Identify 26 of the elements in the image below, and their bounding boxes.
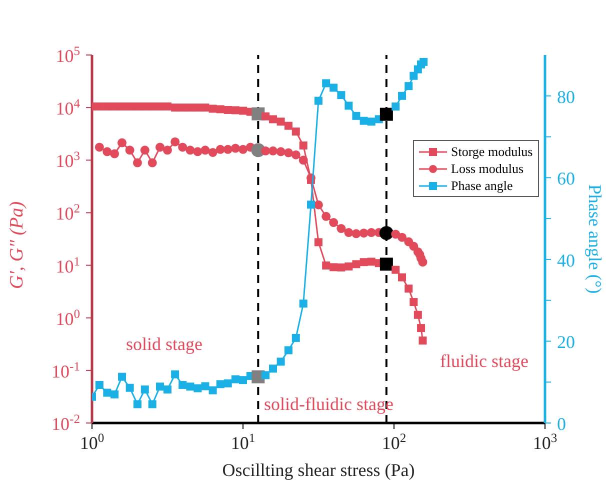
y2-tick-label: 20 xyxy=(557,332,575,352)
x-axis-title: Oscillting shear stress (Pa) xyxy=(222,460,415,480)
x-tick-label: 10$^{2}$ xyxy=(382,431,406,453)
y2-tick-label: 80 xyxy=(557,86,575,107)
x-tick-label: 10$^{0}$ xyxy=(80,431,104,453)
y-tick-label: 10$^{4}$ xyxy=(56,96,81,119)
y-tick-label: 10$^{3}$ xyxy=(56,149,80,172)
y-tick-label: 10$^{-2}$ xyxy=(52,412,80,434)
y-tick-label: 10$^{2}$ xyxy=(56,202,80,224)
annotation: fluidic stage xyxy=(440,351,528,372)
y-tick-label: 10$^{1}$ xyxy=(56,254,80,276)
y-axis-title: G′, G″ (Pa) xyxy=(6,201,28,289)
y2-tick-label: 0 xyxy=(557,414,566,434)
x-tick-label: 10$^{3}$ xyxy=(532,431,558,453)
y2-axis-title: Phase angle (°) xyxy=(585,184,606,294)
y2-tick-label: 60 xyxy=(557,168,575,189)
legend-label: Phase angle xyxy=(451,177,513,194)
y2-tick-label: 40 xyxy=(557,250,575,270)
y-tick-label: 10$^{-1}$ xyxy=(52,359,80,382)
y-tick-label: 10$^{5}$ xyxy=(56,44,80,66)
x-tick-label: 10$^{1}$ xyxy=(230,431,256,453)
legend-label: Storge modulus xyxy=(451,143,533,160)
annotation: solid-fluidic stage xyxy=(264,394,394,415)
y-tick-label: 10$^{0}$ xyxy=(56,306,80,329)
legend-label: Loss modulus xyxy=(451,160,524,177)
annotation: solid stage xyxy=(126,334,202,355)
